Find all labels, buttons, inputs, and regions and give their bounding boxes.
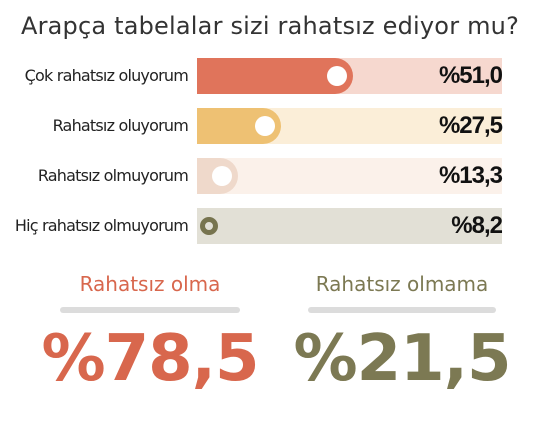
bar-track-4 — [197, 208, 502, 244]
bar-knob-4 — [200, 217, 218, 235]
summary-label-left: Rahatsız olma — [79, 272, 221, 296]
bar-row-4: Hiç rahatsız olmuyorum %8,2 — [0, 204, 560, 254]
summary-label-right: Rahatsız olmama — [315, 272, 489, 296]
bar-row-1: Çok rahatsız oluyorum %51,0 — [0, 54, 560, 104]
value-label-2: %27,5 — [438, 112, 503, 139]
value-label-4: %8,2 — [451, 212, 503, 239]
bar-row-3: Rahatsız olmuyorum %13,3 — [0, 154, 560, 204]
bar-track-2 — [197, 108, 502, 144]
bar-row-2: Rahatsız oluyorum %27,5 — [0, 104, 560, 154]
summary-value-left: %78,5 — [41, 322, 259, 396]
chart-title: Arapça tabelalar sizi rahatsız ediyor mu… — [20, 12, 520, 40]
value-label-3: %13,3 — [438, 162, 503, 189]
bar-track-1 — [197, 58, 502, 94]
value-label-1: %51,0 — [438, 62, 503, 89]
bar-knob-1 — [327, 66, 347, 86]
summary-divider-left — [60, 307, 240, 313]
bar-knob-2 — [255, 116, 275, 136]
bar-chart: Çok rahatsız oluyorum %51,0 Rahatsız olu… — [0, 54, 560, 254]
category-label-3: Rahatsız olmuyorum — [37, 166, 189, 185]
category-label-1: Çok rahatsız oluyorum — [24, 66, 189, 85]
summary-value-right: %21,5 — [293, 322, 511, 396]
category-label-2: Rahatsız oluyorum — [52, 116, 189, 135]
bar-knob-3 — [212, 166, 232, 186]
summary-divider-right — [308, 307, 496, 313]
category-label-4: Hiç rahatsız olmuyorum — [14, 216, 189, 235]
bar-track-3 — [197, 158, 502, 194]
summary-section: Rahatsız olma %78,5 Rahatsız olmama %21,… — [0, 270, 560, 427]
